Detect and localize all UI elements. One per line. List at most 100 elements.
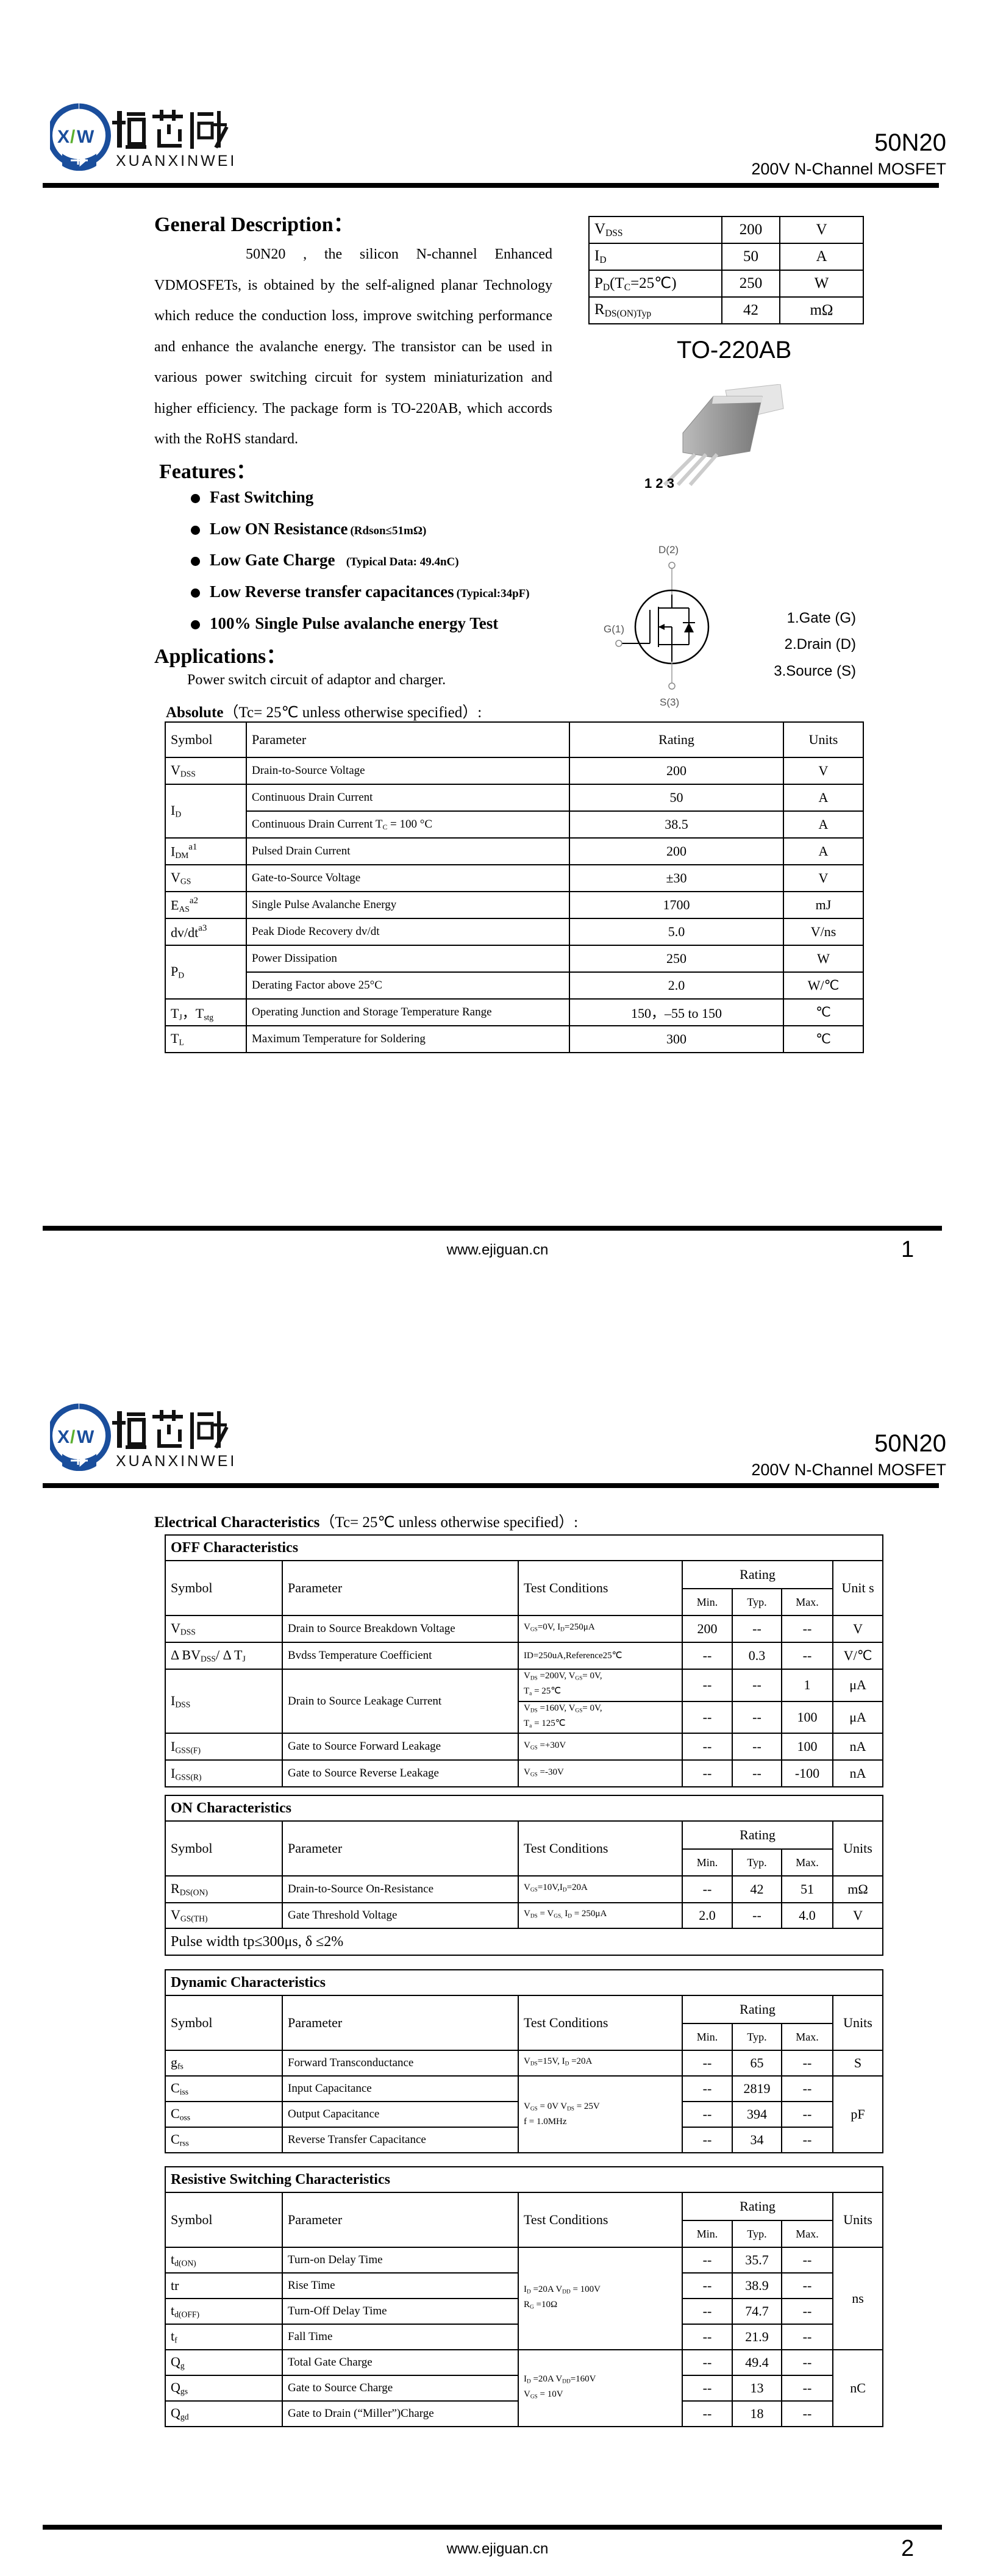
- cell-max: --: [781, 2272, 833, 2299]
- cell-test-conditions: VGS=0V, ID=250μA: [518, 1615, 683, 1643]
- cell-symbol: VGS: [165, 864, 247, 892]
- electrical-condition: （Tc= 25℃ unless otherwise specified）:: [319, 1514, 579, 1531]
- cell-typ: 34: [732, 2127, 782, 2153]
- cell-units: V: [783, 757, 864, 785]
- cell-min: --: [682, 2400, 733, 2427]
- cell-typ: 2819: [732, 2075, 782, 2102]
- cell-parameter: Derating Factor above 25°C: [246, 971, 570, 1000]
- cell-parameter: Drain-to-Source Voltage: [246, 757, 570, 785]
- cell-test-conditions: VDS =160V, VGS= 0V, Ta = 125℃: [518, 1700, 683, 1734]
- feature-item: Low ON Resistance (Rdson≤51mΩ): [191, 520, 426, 538]
- company-logo: X / W XUANXINWEI: [50, 103, 234, 171]
- cell-units: mJ: [783, 891, 864, 919]
- cell-parameter: Pulsed Drain Current: [246, 837, 570, 865]
- header-typ: Typ.: [732, 2220, 782, 2248]
- header-row: Symbol Parameter Test Conditions Rating Unit…: [165, 1995, 884, 2051]
- cell-max: -100: [781, 1759, 833, 1788]
- cell-max: --: [781, 2127, 833, 2153]
- cell-parameter: Gate to Source Charge: [282, 2375, 519, 2402]
- cell-units: W: [783, 945, 864, 973]
- table-row: gfs Forward Transconductance VDS=15V, ID =…: [165, 2050, 884, 2077]
- part-subtitle: 200V N-Channel MOSFET: [751, 160, 946, 178]
- header-divider: [43, 183, 939, 188]
- cell-rating: 1700: [569, 891, 784, 919]
- part-number: 50N20: [874, 129, 946, 156]
- cell-rating: 38.5: [569, 810, 784, 839]
- cell-test-conditions: VDS=15V, ID =20A: [518, 2050, 683, 2077]
- feature-note: (Typical Data: 49.4nC): [337, 556, 459, 568]
- cell-rating: 300: [569, 1025, 784, 1053]
- header-parameter: Parameter: [282, 1995, 519, 2051]
- header-min: Min.: [682, 1588, 733, 1616]
- table-row: IGSS(F) Gate to Source Forward Leakage VGS…: [165, 1733, 884, 1761]
- cell-symbol: gfs: [165, 2050, 283, 2077]
- header-max: Max.: [781, 2220, 833, 2248]
- cell-min: --: [682, 2298, 733, 2325]
- cell-rating: 200: [569, 757, 784, 785]
- cell-typ: 42: [732, 1875, 782, 1903]
- part-number: 50N20: [874, 1430, 946, 1457]
- cell-typ: 65: [732, 2050, 782, 2077]
- summary-row: PD(TC=25℃) 250 W: [588, 270, 864, 298]
- cell-rating: 2.0: [569, 971, 784, 1000]
- cell-symbol: td(OFF): [165, 2298, 283, 2325]
- table-row: IDMa1 Pulsed Drain Current 200 A: [165, 837, 864, 865]
- cell-test-conditions: ID =20A VDD=160V VGS = 10V: [518, 2349, 683, 2427]
- header-units: Units: [832, 2192, 884, 2248]
- cell-max: 4.0: [781, 1902, 833, 1929]
- summary-value: 250: [721, 270, 780, 298]
- cell-units: nA: [832, 1733, 884, 1761]
- page-number: 2: [901, 2536, 915, 2561]
- summary-row: VDSS 200 V: [588, 216, 864, 244]
- cell-min: --: [682, 2050, 733, 2077]
- feature-note: (Typical:34pF): [456, 587, 530, 600]
- header-test: Test Conditions: [518, 1560, 683, 1616]
- cell-symbol: VDSS: [165, 757, 247, 785]
- cell-symbol: Crss: [165, 2127, 283, 2153]
- cell-units: S: [832, 2050, 884, 2077]
- cell-units: V/ns: [783, 918, 864, 946]
- cell-rating: 5.0: [569, 918, 784, 946]
- cell-typ: 0.3: [732, 1642, 782, 1670]
- cell-typ: 21.9: [732, 2324, 782, 2350]
- source-label: S(3): [660, 696, 679, 708]
- cell-max: --: [781, 2247, 833, 2274]
- cell-min: --: [682, 2349, 733, 2376]
- header-parameter: Parameter: [246, 721, 570, 758]
- svg-text:/: /: [70, 127, 76, 147]
- cell-units: ℃: [783, 1025, 864, 1053]
- header-min: Min.: [682, 1848, 733, 1877]
- header-test: Test Conditions: [518, 2192, 683, 2248]
- dynamic-characteristics-table: Dynamic Characteristics Symbol Parameter Te…: [164, 1969, 884, 2153]
- footer-divider: [43, 1226, 942, 1231]
- cell-symbol: tf: [165, 2324, 283, 2350]
- cell-test-conditions: VGS = 0V VDS = 25V f = 1.0MHz: [518, 2075, 683, 2153]
- cell-symbol: VGS(TH): [165, 1902, 283, 1929]
- cell-parameter: Drain to Source Breakdown Voltage: [282, 1615, 519, 1643]
- cell-symbol: Coss: [165, 2101, 283, 2128]
- cell-min: --: [682, 2272, 733, 2299]
- header-typ: Typ.: [732, 1588, 782, 1616]
- cell-units: μA: [832, 1700, 884, 1734]
- table-row: Derating Factor above 25°C 2.0 W/℃: [165, 971, 864, 1000]
- cell-parameter: Total Gate Charge: [282, 2349, 519, 2376]
- header-units: Units: [832, 1820, 884, 1877]
- cell-test-conditions: VGS=10V,ID=20A: [518, 1875, 683, 1903]
- applications-heading: Applications：: [154, 645, 287, 668]
- header-parameter: Parameter: [282, 2192, 519, 2248]
- cell-symbol: VDSS: [165, 1615, 283, 1643]
- cell-max: --: [781, 2050, 833, 2077]
- header-typ: Typ.: [732, 1848, 782, 1877]
- header-symbol: Symbol: [165, 1995, 283, 2051]
- cell-parameter: Maximum Temperature for Soldering: [246, 1025, 570, 1053]
- table-row: Coss Output Capacitance -- 394 --: [165, 2101, 883, 2128]
- header-min: Min.: [682, 2023, 733, 2051]
- header-row: Symbol Parameter Test Conditions Rating Unit…: [165, 1820, 884, 1877]
- table-row: Qgd Gate to Drain (“Miller”)Charge -- 18 --: [165, 2400, 883, 2427]
- cell-units: pF: [832, 2075, 884, 2153]
- cell-parameter: Continuous Drain Current: [246, 784, 570, 812]
- cell-typ: 18: [732, 2400, 782, 2427]
- cell-max: 51: [781, 1875, 833, 1903]
- cell-symbol: Qg: [165, 2349, 283, 2376]
- cell-typ: --: [732, 1733, 782, 1761]
